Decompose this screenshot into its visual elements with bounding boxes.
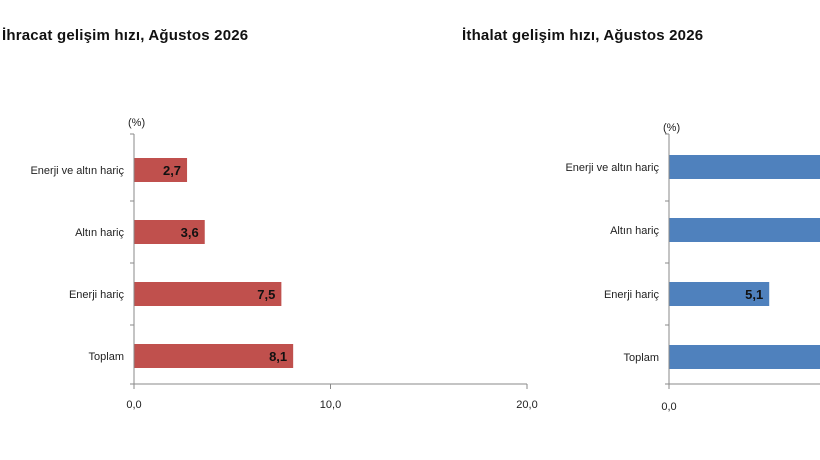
export-bar [134,282,282,306]
import-bar [669,282,770,306]
import-value-label: 5,1 [745,287,763,302]
export-value-label: 7,5 [257,287,275,302]
export-bar [134,220,205,244]
import-category-label: Enerji hariç [604,289,660,301]
export-value-label: 3,6 [181,225,199,240]
import-category-label: Toplam [624,352,659,364]
export-bar [134,158,188,182]
export-x-tick-label: 10,0 [320,399,341,411]
import-category-label: Enerji ve altın hariç [565,162,659,174]
export-unit-label: (%) [128,117,145,129]
export-value-label: 8,1 [269,349,287,364]
import-unit-label: (%) [663,122,680,134]
export-category-label: Enerji hariç [69,289,125,301]
import-chart-title: İthalat gelişim hızı, Ağustos 2026 [462,27,704,44]
import-x-tick-label: 0,0 [661,401,676,413]
export-chart-title: İhracat gelişim hızı, Ağustos 2026 [2,27,249,44]
export-category-label: Altın hariç [75,227,124,239]
export-bar [134,344,294,368]
export-category-label: Toplam [89,351,124,363]
import-bar [669,218,820,242]
import-bar [669,155,820,179]
export-x-tick-label: 0,0 [126,399,141,411]
import-bar [669,345,820,369]
export-category-label: Enerji ve altın hariç [30,165,124,177]
export-x-tick-label: 20,0 [516,399,537,411]
import-category-label: Altın hariç [610,225,659,237]
export-value-label: 2,7 [163,163,181,178]
